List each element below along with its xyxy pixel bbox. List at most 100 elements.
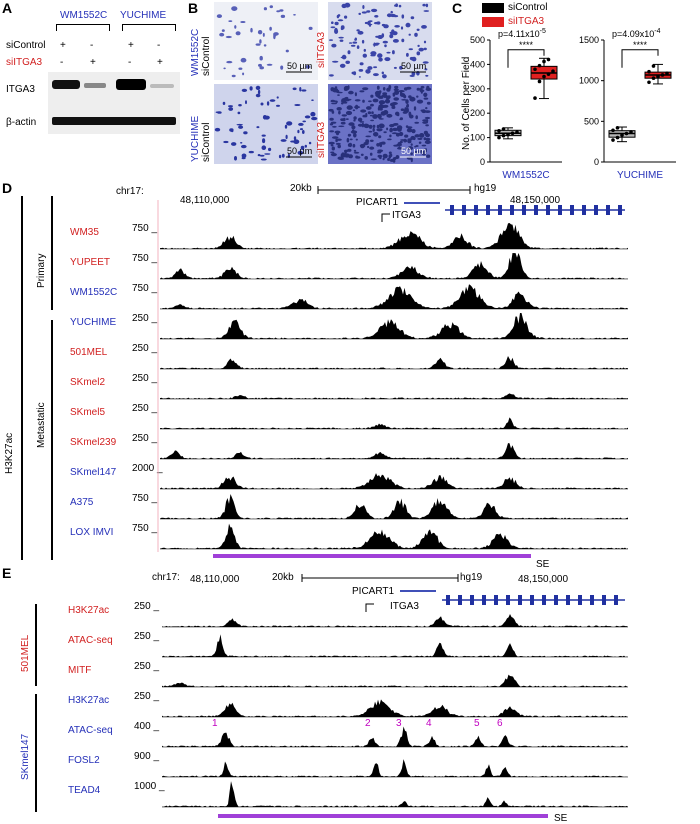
cell-blob bbox=[347, 148, 352, 152]
cell-blob bbox=[216, 14, 222, 18]
cell-blob bbox=[334, 130, 341, 134]
cell-blob bbox=[268, 147, 272, 152]
data-point bbox=[615, 135, 620, 140]
cell-blob bbox=[352, 143, 356, 148]
track-scale: 250 _ bbox=[132, 313, 158, 324]
cell-blob bbox=[389, 158, 396, 162]
cell-blob bbox=[401, 99, 407, 101]
cell-blob bbox=[388, 154, 392, 159]
cell-blob bbox=[377, 149, 384, 153]
cell-blob bbox=[241, 88, 248, 92]
cell-blob bbox=[259, 55, 263, 61]
box-siControl bbox=[608, 130, 636, 138]
cell-blob bbox=[367, 20, 371, 26]
cell-blob bbox=[354, 37, 357, 41]
cell-blob bbox=[399, 118, 403, 121]
cell-blob bbox=[259, 154, 265, 157]
cell-blob bbox=[382, 87, 386, 91]
track-scale: 750 _ bbox=[132, 523, 158, 534]
cell-blob bbox=[355, 104, 359, 110]
cell-blob bbox=[365, 125, 371, 128]
cell-blob bbox=[330, 87, 335, 92]
cell-blob bbox=[299, 87, 302, 92]
y-tick-label: 1500 bbox=[579, 35, 599, 45]
cell-blob bbox=[407, 138, 413, 141]
cell-blob bbox=[370, 119, 374, 122]
exon bbox=[582, 205, 586, 215]
cell-blob bbox=[360, 109, 367, 113]
cell-blob bbox=[426, 85, 430, 90]
significance-stars: **** bbox=[633, 40, 648, 50]
cell-blob bbox=[234, 156, 237, 161]
cell-blob bbox=[237, 111, 241, 115]
cell-blob bbox=[335, 138, 338, 143]
track-name: MITF bbox=[68, 665, 92, 676]
cell-blob bbox=[344, 150, 347, 154]
cell-blob bbox=[375, 35, 379, 38]
cell-blob bbox=[330, 144, 334, 147]
exon bbox=[446, 595, 450, 605]
cell-blob bbox=[353, 151, 360, 154]
cell-blob bbox=[373, 42, 376, 47]
cell-blob bbox=[389, 124, 395, 128]
cell-blob bbox=[350, 44, 356, 47]
sign: - bbox=[60, 57, 64, 68]
cell-blob bbox=[236, 123, 243, 126]
cell-blob bbox=[398, 131, 404, 137]
cell-blob bbox=[367, 23, 373, 26]
cell-blob bbox=[364, 21, 368, 25]
cell-blob bbox=[257, 30, 263, 35]
cell-blob bbox=[263, 44, 267, 47]
cell-blob bbox=[406, 126, 413, 129]
cell-blob bbox=[344, 98, 350, 102]
cell-blob bbox=[382, 40, 388, 44]
signal-track bbox=[160, 443, 628, 459]
cell-blob bbox=[406, 105, 409, 108]
cell-blob bbox=[360, 144, 365, 149]
data-point bbox=[611, 138, 615, 142]
cell-blob bbox=[383, 24, 389, 29]
track-name: WM35 bbox=[70, 227, 99, 238]
exon bbox=[554, 595, 558, 605]
cell-blob bbox=[367, 145, 370, 149]
cell-blob bbox=[396, 125, 403, 130]
track-scale: 250 _ bbox=[134, 691, 160, 702]
cell-blob bbox=[349, 138, 353, 141]
cell-blob bbox=[369, 23, 371, 27]
track-name: 501MEL bbox=[70, 347, 108, 358]
exon bbox=[546, 205, 550, 215]
cell-blob bbox=[340, 56, 347, 59]
cell-blob bbox=[406, 128, 413, 133]
cell-blob bbox=[389, 134, 392, 138]
cell-blob bbox=[337, 94, 340, 96]
cell-blob bbox=[403, 138, 407, 143]
cell-blob bbox=[377, 113, 381, 118]
cell-blob bbox=[228, 20, 233, 22]
cell-blob bbox=[372, 43, 379, 46]
cell-blob bbox=[405, 99, 409, 104]
track-name: ATAC-seq bbox=[68, 725, 113, 736]
cell-blob bbox=[381, 94, 387, 98]
b-col2-label: siITGA3 bbox=[316, 31, 327, 68]
signal-track bbox=[160, 417, 628, 429]
cell-blob bbox=[378, 100, 386, 105]
cell-blob bbox=[388, 85, 392, 90]
data-point bbox=[497, 128, 501, 133]
cell-blob bbox=[352, 109, 356, 112]
bracket bbox=[56, 24, 110, 31]
cell-blob bbox=[370, 158, 377, 161]
cell-blob bbox=[426, 154, 431, 158]
cell-blob bbox=[278, 154, 282, 159]
cell-blob bbox=[361, 11, 367, 14]
cell-blob bbox=[221, 29, 225, 32]
cell-blob bbox=[290, 140, 296, 143]
cell-blob bbox=[214, 127, 221, 132]
cell-blob bbox=[370, 94, 374, 98]
cell-blob bbox=[393, 144, 399, 147]
cell-blob bbox=[276, 104, 280, 107]
cell-blob bbox=[367, 66, 373, 70]
cell-blob bbox=[331, 146, 335, 151]
cell-blob bbox=[402, 111, 408, 114]
cell-blob bbox=[376, 85, 380, 90]
cell-blob bbox=[301, 89, 307, 92]
